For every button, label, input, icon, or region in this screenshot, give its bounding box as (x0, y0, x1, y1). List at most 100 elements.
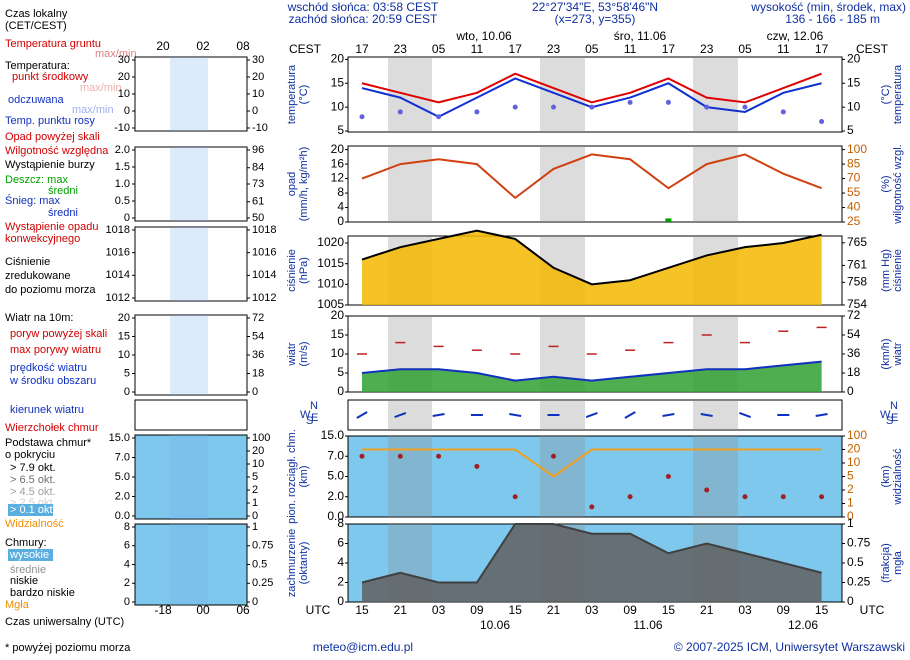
night-band (388, 400, 432, 430)
y2-tick-label: 20 (847, 442, 861, 456)
line (361, 523, 822, 584)
y2-tick-label: 1 (847, 496, 854, 510)
y-axis-label: (mm/h, kg/m²h) (298, 147, 310, 222)
y2-tick-label: 70 (847, 171, 861, 185)
y2-axis-label: (°C) (880, 85, 892, 105)
y2-tick-label: 25 (847, 214, 861, 228)
night-band (540, 436, 585, 517)
mini-panel (134, 523, 248, 606)
y-tick-label: 6 (337, 536, 344, 550)
wind-arrow (394, 412, 407, 418)
y2-tick-label: 0 (252, 386, 258, 398)
y-axis-label: zachmurzenie (286, 529, 298, 597)
compass: E (891, 412, 898, 424)
day-label: śro, 11.06 (614, 29, 667, 43)
y-tick-label: 1012 (106, 292, 130, 304)
y-tick-label: 1020 (317, 235, 344, 249)
legend-label: poryw powyżej skali (10, 328, 107, 340)
y2-tick-label: 2 (847, 482, 854, 496)
sunrise: wschód słońca: 03:58 CEST (287, 0, 439, 14)
legend-label: o pokryciu (5, 449, 55, 461)
y-tick-label: 8 (337, 185, 344, 199)
wind-arrow (624, 411, 636, 419)
y2-tick-label: -10 (252, 122, 268, 134)
y-tick-label: 15 (331, 327, 345, 341)
night-band (540, 57, 585, 132)
y2-tick-label: 54 (847, 327, 861, 341)
y2-axis-label: temperatura (892, 64, 904, 124)
dot (742, 104, 748, 110)
legend-bg (8, 549, 53, 561)
x-tick-label: 05 (432, 42, 446, 56)
mini-time: 20 (156, 39, 170, 53)
legend-label: Wilgotność względna (5, 145, 109, 157)
legend-label: Opad powyżej skali (5, 131, 100, 143)
y-tick-label: 2 (337, 575, 344, 589)
y-tick-label: 7.0 (327, 448, 344, 462)
y2-tick-label: 18 (847, 365, 861, 379)
y2-tick-label: 765 (847, 235, 867, 249)
y-axis-label: (oktanty) (298, 542, 310, 585)
y2-tick-label: 100 (847, 142, 867, 156)
y-axis-label: (°C) (298, 85, 310, 105)
legend-label: bardzo niskie (10, 587, 75, 599)
y-tick-label: 6 (124, 540, 130, 552)
x-tick-label: 15 (662, 603, 676, 617)
y2-axis-label: (km/h) (880, 338, 892, 369)
mini-panel (134, 434, 248, 520)
legend-label: Śnieg: max (5, 194, 61, 207)
elevation: 136 - 166 - 185 m (785, 12, 880, 26)
y2-tick-label: 40 (847, 200, 861, 214)
legend-label: Chmury: (5, 537, 47, 549)
y2-tick-label: 0.25 (847, 575, 871, 589)
y-tick-label: 12 (331, 171, 345, 185)
dot (397, 453, 403, 459)
y-tick-label: 8 (337, 516, 344, 530)
dot (359, 114, 365, 120)
y-tick-label: 20 (331, 308, 345, 322)
panel (347, 399, 843, 431)
night-band (693, 436, 738, 517)
y-tick-label: 5 (124, 367, 130, 379)
y2-tick-label: 72 (847, 308, 861, 322)
y-tick-label: 1015 (317, 256, 344, 270)
legend-label: Mgła (5, 599, 30, 611)
legend-label: Widzialność (5, 518, 64, 530)
y-tick-label: 8 (124, 521, 130, 533)
y2-tick-label: 20 (252, 445, 264, 457)
day-label: 10.06 (480, 618, 510, 632)
line (361, 360, 822, 382)
y2-tick-label: 754 (847, 297, 867, 311)
x-tick-label: 15 (509, 603, 523, 617)
axis-unit: UTC (306, 603, 331, 617)
y-tick-label: 10 (118, 349, 130, 361)
y-tick-label: 20 (118, 312, 130, 324)
y-axis-label: pion. rozciągł. chm. (286, 429, 298, 524)
legend-label: kierunek wiatru (10, 404, 84, 416)
axis-unit: CEST (289, 42, 322, 56)
legend-label: max/min (72, 104, 114, 116)
y-tick-label: 30 (118, 54, 130, 66)
y-tick-label: 15 (118, 330, 130, 342)
compass: N (890, 400, 898, 412)
x-tick-label: 23 (547, 42, 561, 56)
y2-axis-label: widzialność (892, 448, 904, 506)
y-tick-label: -10 (114, 122, 130, 134)
y2-tick-label: 1 (252, 521, 258, 533)
mini-band (170, 227, 208, 301)
legend-label: Wierzchołek chmur (5, 422, 99, 434)
y-tick-label: 1005 (317, 297, 344, 311)
x-tick-label: 05 (738, 42, 752, 56)
y-tick-label: 0 (337, 594, 344, 608)
y-tick-label: 1.5 (115, 161, 130, 173)
mini-panel (134, 399, 248, 431)
dot (512, 494, 518, 500)
y2-tick-label: 0.75 (847, 536, 871, 550)
bar (665, 218, 672, 222)
y2-axis-label: wiatr (892, 342, 904, 367)
legend-label: Wystąpienie opadu (5, 221, 98, 233)
legend-label: średnie (10, 564, 46, 576)
legend-label: konwekcyjnego (5, 233, 80, 245)
dot (627, 99, 633, 105)
